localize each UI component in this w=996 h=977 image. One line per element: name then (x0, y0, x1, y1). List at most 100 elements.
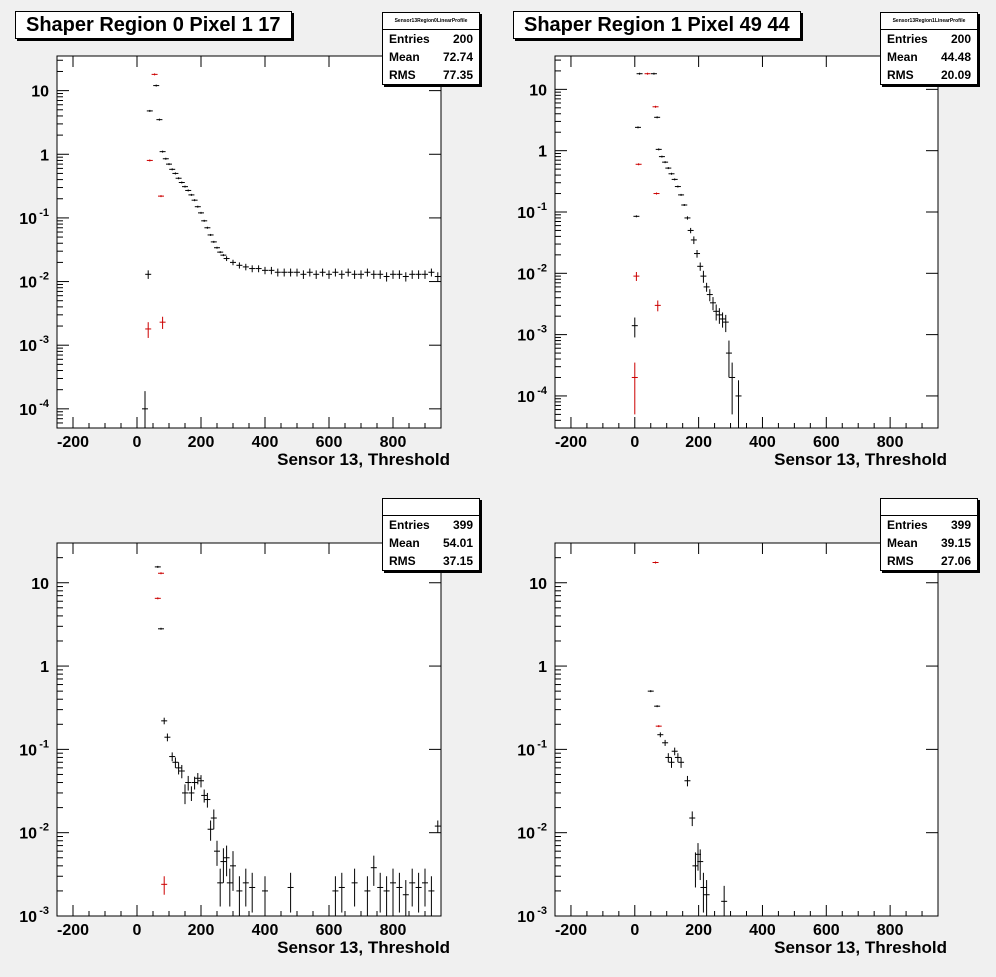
data-point (223, 256, 230, 262)
data-point (700, 872, 707, 913)
data-point (689, 811, 696, 827)
y-tick-exponent: -1 (39, 738, 49, 750)
y-tick-exponent: -1 (39, 207, 49, 219)
data-point (428, 876, 435, 916)
data-point (687, 227, 694, 234)
x-tick-label: 0 (133, 922, 142, 939)
data-point (370, 270, 377, 279)
data-point (681, 204, 688, 207)
x-tick-label: 400 (749, 434, 776, 451)
y-tick-label: 10 (517, 205, 535, 222)
data-point (694, 249, 701, 258)
data-point (194, 205, 201, 208)
data-point (262, 266, 268, 275)
data-point (671, 178, 678, 181)
x-tick-label: 400 (749, 922, 776, 939)
data-point (146, 109, 153, 112)
stats-box: Entries 399 Mean 54.01 RMS 37.15 (382, 498, 480, 571)
y-tick-label: 10 (19, 742, 37, 759)
data-point (313, 270, 320, 279)
y-tick-label: 10 (517, 266, 535, 283)
plot-title: Shaper Region 1 Pixel 49 44 (513, 11, 801, 39)
data-point (633, 272, 640, 281)
data-point (719, 312, 726, 328)
y-tick-exponent: -2 (537, 262, 547, 274)
y-tick-label: 10 (19, 338, 37, 355)
data-point (422, 868, 428, 907)
data-point (370, 855, 377, 886)
data-point (178, 181, 185, 184)
data-point (158, 627, 164, 630)
data-point (214, 246, 220, 249)
y-tick-label: 10 (529, 576, 547, 593)
x-tick-label: 200 (685, 434, 712, 451)
data-point (220, 848, 227, 883)
x-tick-label: -200 (57, 922, 89, 939)
data-point (729, 362, 736, 415)
y-tick-exponent: -1 (537, 201, 547, 213)
pad-3: -200 0 200 400 600 800 Sensor 13, Threshold 10-… (498, 486, 996, 972)
data-point (716, 308, 723, 324)
data-point (226, 868, 233, 907)
data-point (188, 193, 195, 196)
data-point (655, 725, 662, 728)
data-point (287, 872, 294, 913)
data-point (185, 189, 192, 192)
data-point (647, 690, 654, 693)
pad-2: -200 0 200 400 600 800 Sensor 13, Threshold 10-… (0, 486, 498, 972)
stats-rms: 20.09 (940, 68, 971, 82)
data-point (654, 705, 661, 708)
data-point (161, 717, 168, 725)
data-point (402, 880, 409, 916)
data-point (655, 148, 662, 151)
y-tick-exponent: -2 (537, 822, 547, 834)
y-tick-label: 10 (517, 328, 535, 345)
data-point (191, 199, 198, 202)
data-point (351, 270, 358, 279)
stats-rms: 27.06 (940, 554, 971, 568)
x-tick-label: 800 (877, 922, 904, 939)
pad-1: -200 0 200 400 600 800 Sensor 13, Threshold 10-… (498, 0, 996, 486)
data-point (396, 270, 403, 279)
data-point (182, 185, 188, 188)
x-tick-label: 0 (630, 922, 639, 939)
data-point (281, 268, 288, 277)
data-point (242, 868, 249, 907)
y-tick-label: 1 (40, 147, 49, 164)
stats-box: Entries 399 Mean 39.15 RMS 27.06 (880, 498, 978, 571)
data-point (377, 270, 384, 279)
data-point (684, 775, 691, 787)
data-point (175, 762, 182, 775)
x-axis-label: Sensor 13, Threshold (277, 450, 450, 469)
x-tick-label: 600 (316, 922, 343, 939)
stats-rms-row: RMS 20.09 (887, 68, 971, 82)
y-tick-label: 10 (529, 82, 547, 99)
data-point (274, 268, 281, 277)
data-point (172, 757, 179, 768)
y-tick-exponent: -3 (39, 905, 49, 917)
stats-entries-row: Entries 399 (389, 518, 473, 532)
y-tick-label: 10 (19, 275, 37, 292)
data-point (236, 262, 243, 269)
data-point (434, 272, 441, 282)
data-point (166, 163, 172, 166)
x-tick-label: -200 (555, 922, 587, 939)
data-point (631, 317, 638, 338)
data-point (668, 757, 675, 768)
data-point (158, 572, 164, 575)
data-point (364, 268, 371, 277)
data-point (161, 876, 168, 895)
data-point (653, 192, 660, 195)
stats-mean: 54.01 (442, 536, 473, 550)
y-tick-label: 10 (19, 402, 37, 419)
x-tick-label: 600 (813, 434, 840, 451)
data-point (249, 265, 256, 273)
data-point (345, 268, 352, 277)
data-point (635, 163, 642, 166)
data-point (422, 270, 428, 279)
plot-title: Shaper Region 0 Pixel 1 17 (15, 11, 292, 39)
stats-mean: 72.74 (442, 50, 473, 64)
data-point (665, 167, 672, 170)
